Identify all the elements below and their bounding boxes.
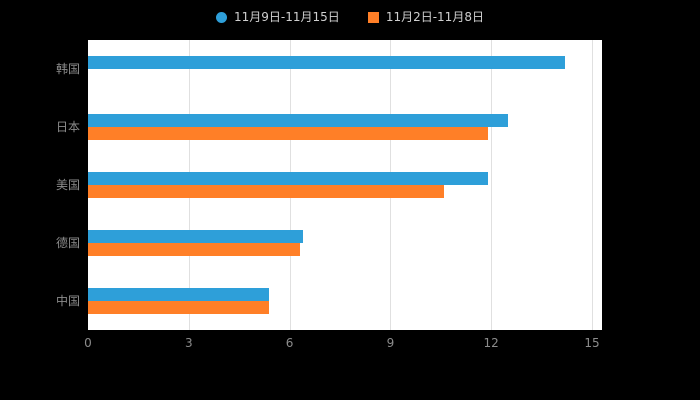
y-axis-label-韩国: 韩国 — [55, 62, 80, 76]
bar-日本-series-1 — [88, 127, 488, 140]
x-axis-tick-6: 6 — [285, 336, 294, 350]
legend: 11月9日-11月15日 11月2日-11月8日 — [0, 6, 700, 28]
gridline — [592, 40, 593, 330]
bar-德国-series-1 — [88, 243, 300, 256]
x-axis-tick-0: 0 — [84, 336, 92, 350]
y-axis-label-德国: 德国 — [55, 236, 80, 250]
bar-美国-series-0 — [88, 172, 488, 185]
bar-中国-series-0 — [88, 288, 270, 301]
x-axis-tick-3: 3 — [184, 336, 193, 350]
bar-韩国-series-0 — [88, 56, 566, 69]
plot-area — [88, 40, 602, 330]
y-axis-label-中国: 中国 — [55, 294, 80, 308]
legend-item-series-1[interactable]: 11月2日-11月8日 — [367, 10, 484, 24]
legend-label-series-0: 11月9日-11月15日 — [234, 10, 340, 24]
legend-square-marker-icon — [367, 11, 379, 23]
bar-美国-series-1 — [88, 185, 445, 198]
x-axis-tick-15: 15 — [584, 336, 600, 350]
x-axis-tick-9: 9 — [386, 336, 395, 350]
legend-label-series-1: 11月2日-11月8日 — [385, 10, 484, 24]
gridline — [491, 40, 493, 330]
x-axis-tick-12: 12 — [483, 336, 499, 350]
legend-circle-marker-icon — [216, 11, 228, 23]
bar-中国-series-1 — [88, 301, 270, 314]
bar-德国-series-0 — [88, 230, 304, 243]
y-axis-label-美国: 美国 — [55, 178, 80, 192]
legend-item-series-0[interactable]: 11月9日-11月15日 — [216, 11, 340, 23]
y-axis-label-日本: 日本 — [55, 120, 80, 134]
bar-日本-series-0 — [88, 114, 508, 127]
